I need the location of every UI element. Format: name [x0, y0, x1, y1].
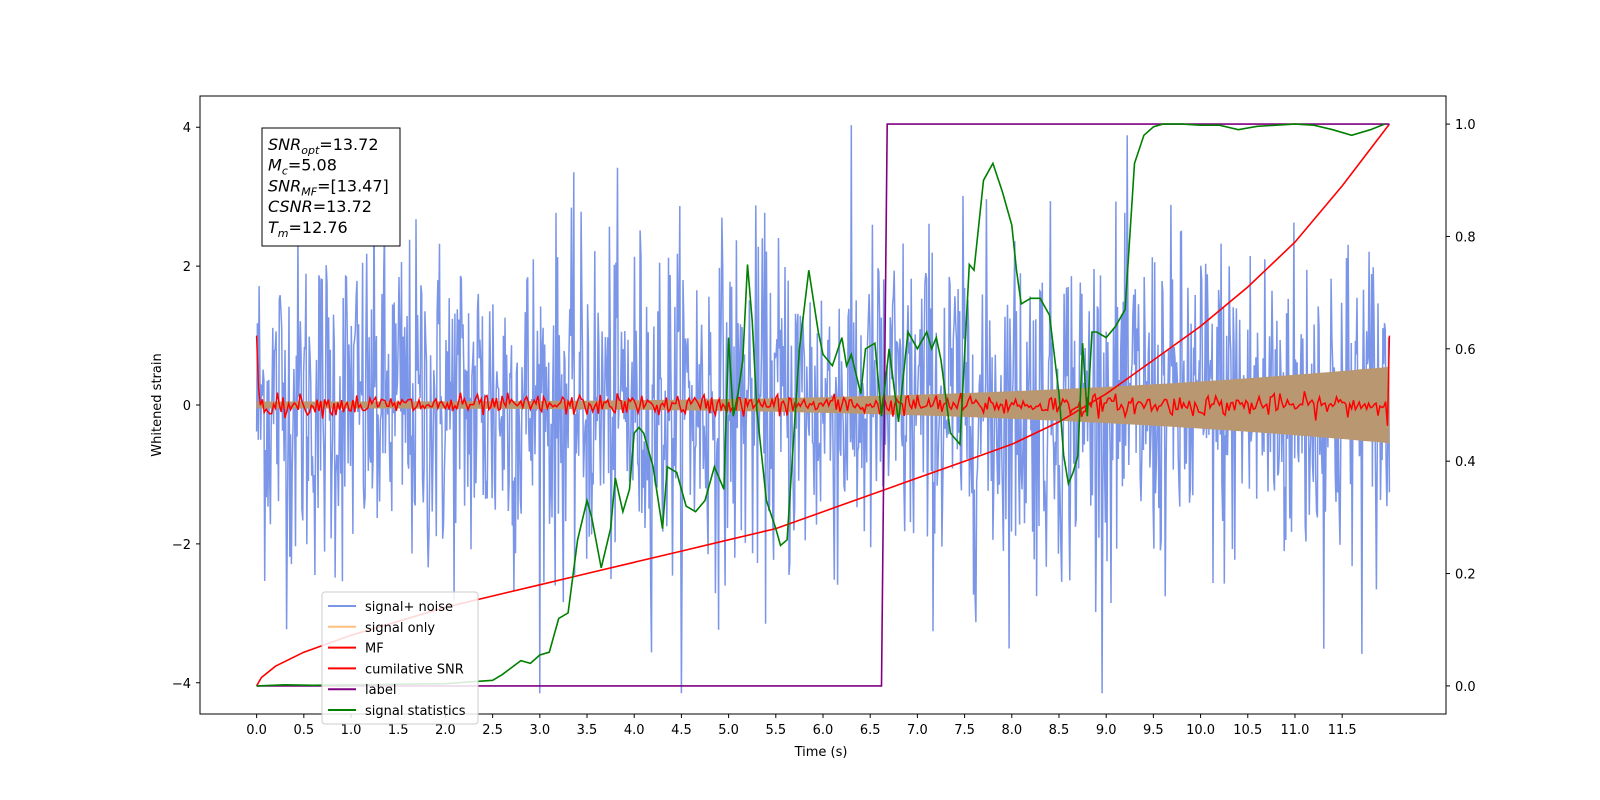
x-tick-label: 6.5 — [860, 723, 881, 738]
y-axis-ticks: −4 −2 0 2 4 — [172, 121, 200, 692]
x-tick-label: 4.0 — [624, 723, 645, 738]
x-tick-label: 2.5 — [482, 723, 503, 738]
x-tick-label: 7.5 — [954, 723, 975, 738]
annotation-line: Mc=5.08 — [268, 156, 337, 178]
y2-tick-label: 1.0 — [1455, 118, 1476, 133]
x-tick-label: 10.0 — [1186, 723, 1215, 738]
y-tick-label: 2 — [183, 260, 191, 275]
legend-label: label — [365, 683, 396, 698]
x-tick-label: 3.5 — [577, 723, 598, 738]
legend-label: cumilative SNR — [365, 662, 464, 677]
x-tick-label: 3.0 — [529, 723, 550, 738]
legend-label: signal only — [365, 621, 435, 636]
x-tick-label: 8.5 — [1049, 723, 1070, 738]
x-tick-label: 0.0 — [246, 723, 267, 738]
y2-tick-label: 0.6 — [1455, 343, 1476, 358]
x-tick-label: 8.0 — [1001, 723, 1022, 738]
legend-label: signal+ noise — [365, 600, 453, 615]
legend-label: signal statistics — [365, 704, 466, 719]
annotation-line: Tm=12.76 — [268, 218, 348, 240]
x-tick-label: 5.0 — [718, 723, 739, 738]
x-tick-label: 1.0 — [341, 723, 362, 738]
x-axis-ticks: 0.0 0.5 1.0 1.5 2.0 2.5 3.0 3.5 4.0 4.5 5.0 5.5 6.0 6… — [246, 714, 1357, 738]
annotation-line: SNRopt=13.72 — [268, 135, 379, 157]
y-axis-label: Whitened strain — [150, 353, 165, 456]
x-tick-label: 9.0 — [1096, 723, 1117, 738]
annotation-line: CSNR=13.72 — [268, 197, 372, 216]
series-signal-statistics — [256, 123, 1385, 687]
y2-tick-label: 0.4 — [1455, 455, 1476, 470]
x-tick-label: 10.5 — [1233, 723, 1262, 738]
x-tick-label: 11.5 — [1328, 723, 1357, 738]
legend-frame — [321, 591, 479, 725]
legend-label: MF — [365, 642, 384, 657]
y-tick-label: −2 — [172, 538, 191, 553]
x-tick-label: 5.5 — [765, 723, 786, 738]
y2-tick-label: 0.8 — [1455, 230, 1476, 245]
series-mf — [255, 335, 1391, 426]
x-axis-label: Time (s) — [794, 745, 848, 760]
y-tick-label: −4 — [172, 677, 191, 692]
y-tick-label: 4 — [183, 121, 191, 136]
annotation-frame — [261, 127, 401, 247]
y2-tick-label: 0.0 — [1455, 680, 1476, 695]
annotation-line: SNRMF=[13.47] — [268, 176, 389, 198]
x-tick-label: 0.5 — [293, 723, 314, 738]
legend: signal+ noise signal only MF cumilative SNR… — [321, 591, 479, 725]
x-tick-label: 1.5 — [388, 723, 409, 738]
x-tick-label: 11.0 — [1280, 723, 1309, 738]
x-tick-label: 6.0 — [813, 723, 834, 738]
annotation-box: SNRopt=13.72Mc=5.08SNRMF=[13.47]CSNR=13.… — [261, 127, 401, 247]
y-tick-label: 0 — [183, 399, 191, 414]
x-tick-label: 4.5 — [671, 723, 692, 738]
y2-tick-label: 0.2 — [1455, 568, 1476, 583]
x-tick-label: 7.0 — [907, 723, 928, 738]
series-label — [256, 123, 1390, 687]
y2-axis-ticks: 0.0 0.2 0.4 0.6 0.8 1.0 — [1446, 118, 1476, 695]
x-tick-label: 9.5 — [1143, 723, 1164, 738]
x-tick-label: 2.0 — [435, 723, 456, 738]
